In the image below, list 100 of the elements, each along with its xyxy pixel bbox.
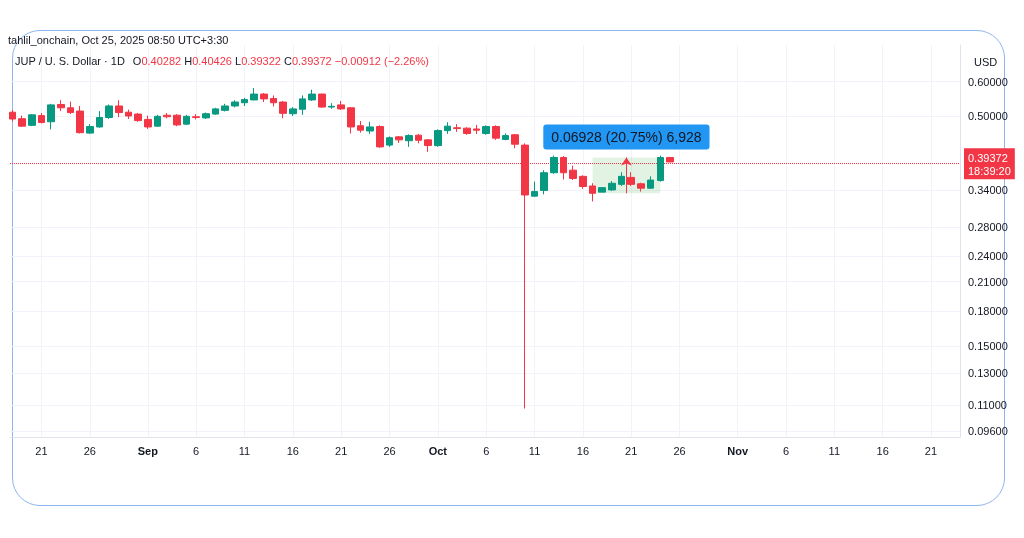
- candlestick: [173, 113, 181, 127]
- x-tick-label: 21: [335, 444, 348, 457]
- candlestick: [57, 99, 65, 112]
- annotation: 0.06928 (20.75%) 6,928: [551, 129, 702, 146]
- candlestick: [86, 123, 94, 135]
- candlestick: [531, 181, 538, 198]
- y-tick-label: 0.11000: [968, 399, 1007, 411]
- candlestick: [579, 174, 587, 190]
- candlestick: [608, 180, 616, 192]
- candlestick: [318, 93, 326, 109]
- x-tick-label: 11: [528, 444, 541, 457]
- candlestick: [395, 135, 403, 144]
- ref-line-label: 0.39372: [968, 151, 1008, 164]
- candlestick: [618, 171, 625, 187]
- candlestick: [308, 89, 316, 102]
- candlestick: [28, 113, 36, 127]
- y-tick-label: 0.24000: [968, 250, 1008, 263]
- candlestick: [250, 87, 258, 101]
- candlestick: [289, 106, 297, 117]
- candlestick: [154, 114, 161, 128]
- candlestick: [444, 121, 451, 135]
- x-tick-label: 16: [876, 444, 889, 457]
- x-tick-label: 16: [576, 444, 590, 457]
- candlestick: [511, 133, 519, 149]
- y-tick-label: 0.13000: [968, 367, 1008, 380]
- candlestick: [386, 135, 393, 148]
- candlestick: [434, 128, 442, 148]
- candlestick: [105, 104, 113, 120]
- x-tick-label: 21: [625, 444, 638, 457]
- candlestick: [18, 115, 26, 128]
- x-tick-label: 21: [924, 444, 938, 457]
- candlestick: [115, 99, 123, 118]
- candlestick: [299, 94, 306, 116]
- y-tick-label: 0.18000: [968, 305, 1008, 318]
- candlestick: [241, 97, 248, 107]
- candlestick: [366, 121, 374, 135]
- candlestick: [540, 169, 548, 195]
- candlestick: [202, 112, 210, 120]
- candlestick: [637, 182, 645, 193]
- x-tick-label: 26: [673, 444, 686, 457]
- candlestick: [231, 99, 239, 108]
- candlestick: [376, 124, 384, 149]
- candlestick: [38, 112, 45, 124]
- y-tick-label: 0.21000: [968, 275, 1008, 288]
- x-tick-label: Sep: [137, 444, 159, 457]
- x-tick-label: 21: [35, 444, 48, 457]
- candlestick: [657, 155, 664, 183]
- x-tick-label: 6: [782, 444, 790, 457]
- candlestick: [598, 187, 606, 193]
- y-tick-label: 0.09600: [968, 424, 1008, 437]
- x-tick-label: Nov: [727, 444, 749, 457]
- candlestick: [347, 106, 355, 134]
- candlestick: [163, 112, 171, 119]
- candlestick: [589, 182, 596, 202]
- annotation: tahlil_onchain, Oct 25, 2025 08:50 UTC+3:30: [8, 34, 229, 46]
- y-tick-label: 0.15000: [968, 339, 1008, 352]
- y-tick-label: 0.34000: [968, 183, 1008, 196]
- candlestick: [279, 100, 287, 119]
- candlestick: [424, 138, 432, 153]
- x-tick-label: 6: [483, 444, 490, 457]
- candlestick: [67, 101, 74, 115]
- candlestick: [125, 109, 132, 120]
- candlestick: [502, 133, 509, 141]
- candlestick: [212, 107, 219, 116]
- candlestick: [405, 133, 413, 148]
- candlestick: [550, 155, 558, 175]
- candlestick: [492, 124, 500, 141]
- y-axis-title: USD: [974, 55, 998, 68]
- x-tick-label: 11: [238, 444, 251, 457]
- candlestick: [569, 165, 577, 181]
- candlestick: [192, 113, 200, 120]
- x-tick-label: 26: [83, 444, 96, 457]
- candlestick: [463, 126, 471, 136]
- text: 18:39:20: [968, 164, 1011, 177]
- y-tick-label: 0.60000: [968, 75, 1008, 88]
- x-tick-label: Oct: [428, 444, 448, 457]
- x-tick-label: 26: [383, 444, 396, 457]
- candlestick: [647, 175, 654, 190]
- candlestick: [144, 115, 152, 130]
- y-tick-label: 0.50000: [968, 110, 1008, 123]
- x-tick-label: 11: [828, 444, 841, 457]
- candlestick: [47, 103, 55, 130]
- annotation: O0.40282 H0.40426 L0.39322 C0.39372 −0.00912 (−2.26%): [132, 55, 429, 67]
- candlestick: [96, 110, 103, 129]
- candlestick: [357, 120, 364, 134]
- candlestick: [9, 109, 16, 122]
- candlestick: [337, 100, 345, 111]
- candlestick: [134, 112, 142, 123]
- y-tick-label: 0.28000: [968, 220, 1008, 233]
- candlestick: [453, 123, 461, 133]
- candlestick: [183, 114, 190, 126]
- candlestick: [482, 124, 490, 136]
- candlestick: [221, 103, 229, 112]
- text: JUP / U. S. Dollar · 1D: [15, 55, 125, 67]
- candlestick: [415, 133, 422, 144]
- candlestick: [328, 102, 335, 110]
- candlestick: [270, 94, 277, 107]
- x-tick-label: 6: [193, 444, 200, 457]
- candlestick: [76, 105, 84, 134]
- candlestick: [260, 92, 268, 103]
